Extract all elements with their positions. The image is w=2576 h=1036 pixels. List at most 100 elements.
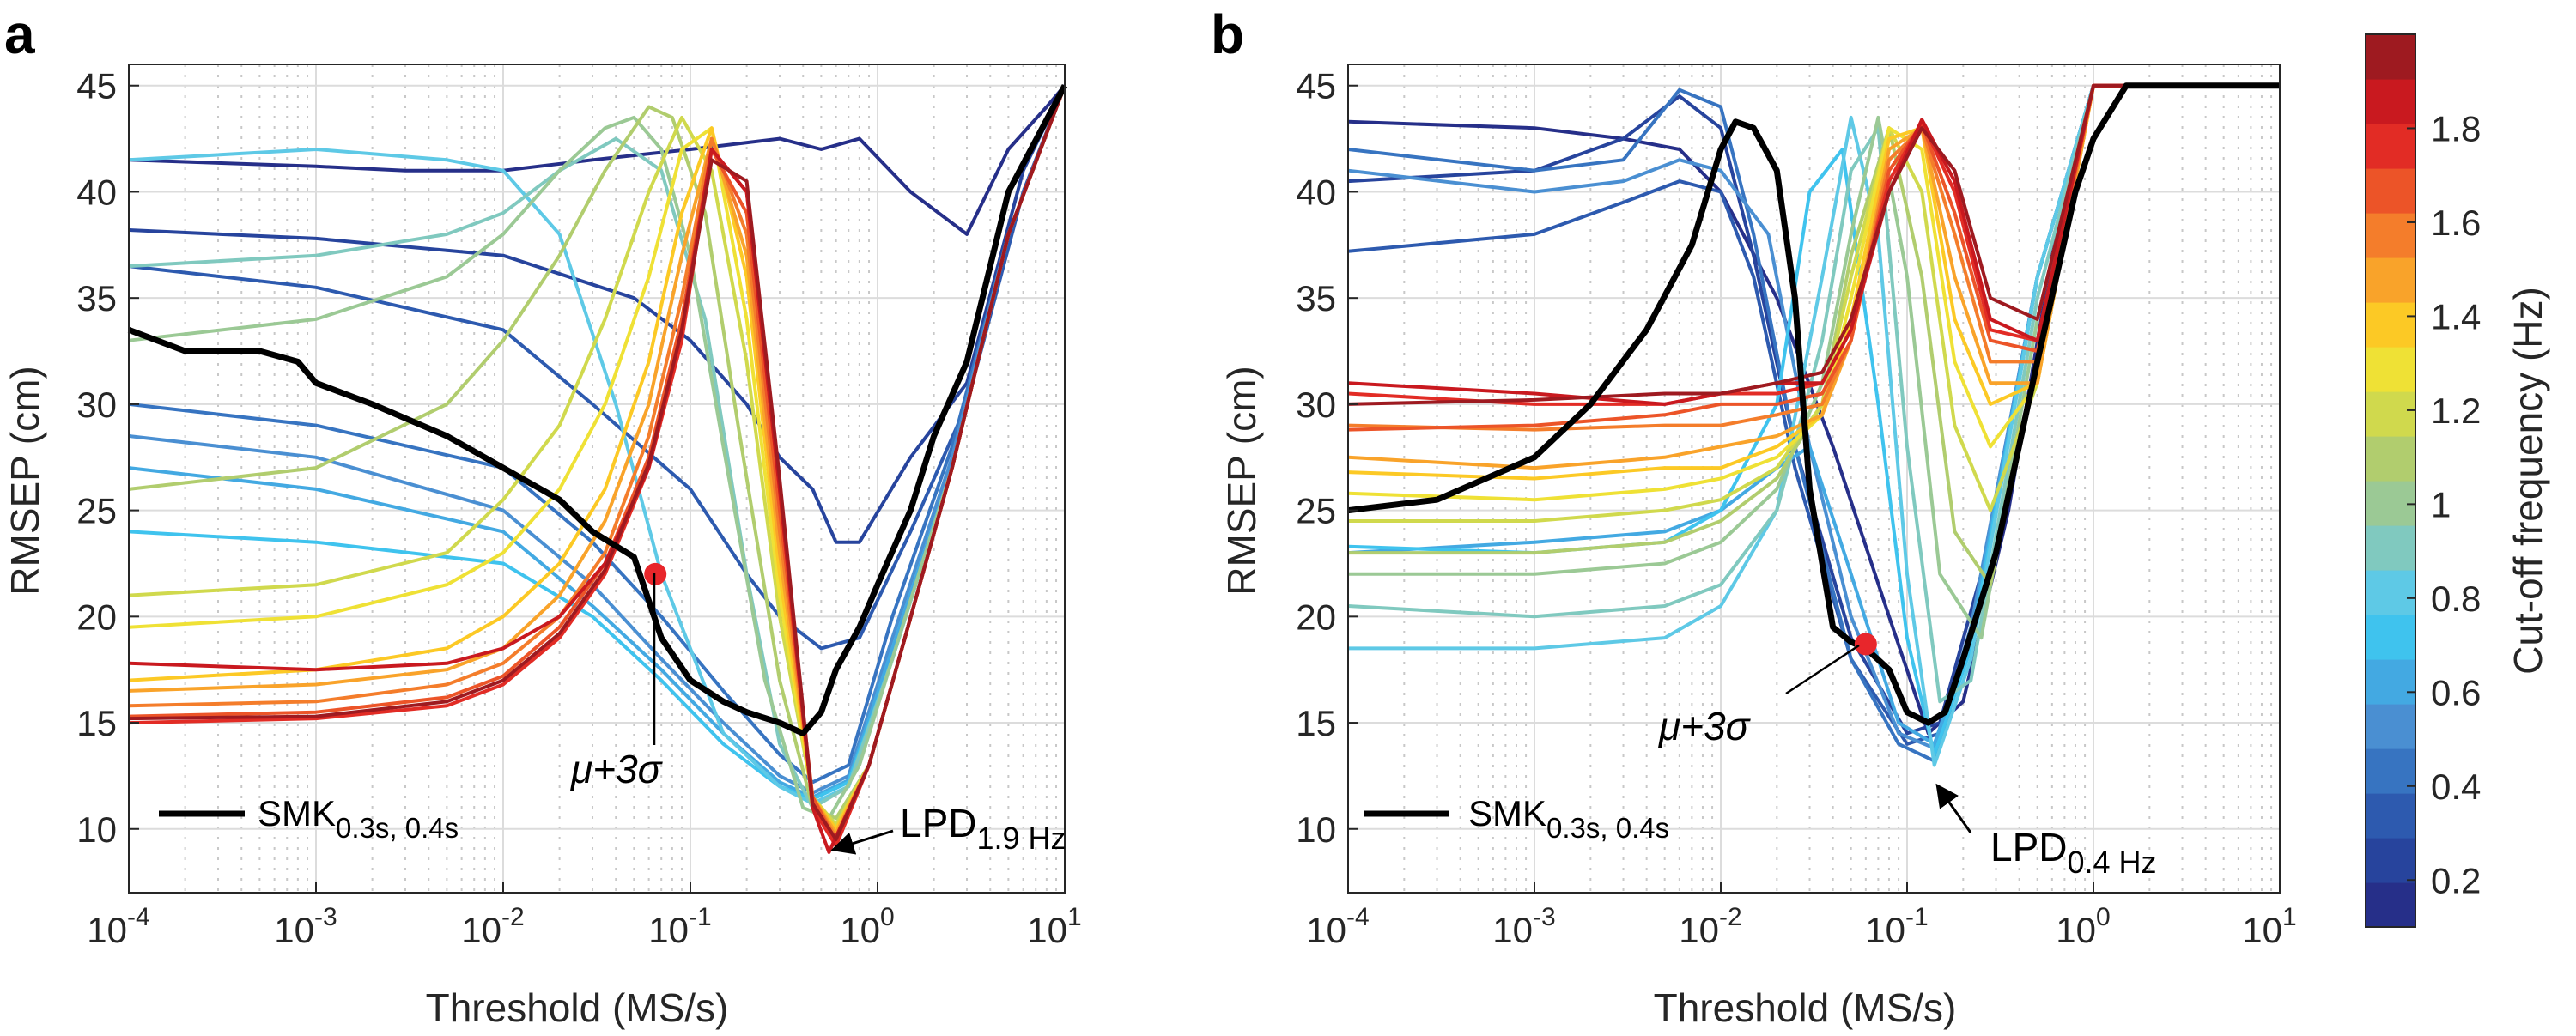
series-line	[1347, 83, 2280, 406]
colorbar-swatch	[2366, 213, 2415, 258]
x-tick-base: 10	[1027, 910, 1067, 950]
x-tick-label: 101	[2242, 903, 2296, 950]
colorbar-swatch	[2366, 525, 2415, 571]
y-tick-label: 15	[76, 703, 117, 743]
colorbar-swatch	[2366, 302, 2415, 348]
x-tick-label: 10-1	[648, 903, 711, 950]
x-tick-base: 10	[2056, 910, 2096, 950]
legend-text-b: SMK	[1468, 793, 1546, 833]
colorbar-ticks: 0.2 0.4 0.6 0.8 1 1.2 1.4 1.6 1.8	[2407, 108, 2481, 900]
x-tick-label: 10-2	[1679, 903, 1741, 950]
y-tick-label: 20	[76, 597, 117, 637]
y-tick-label: 40	[76, 172, 117, 212]
x-tick-label: 10-4	[1306, 903, 1369, 950]
axes-box-b	[1347, 64, 2281, 894]
colorbar-tick-label: 0.2	[2431, 860, 2481, 900]
x-tick-exponent: -4	[127, 903, 150, 931]
series-line	[1347, 83, 2280, 470]
legend-a: SMK0.3s, 0.4s	[159, 793, 459, 844]
curves-b	[1347, 82, 2280, 767]
series-line	[1347, 83, 2280, 736]
colorbar-swatch	[2366, 168, 2415, 214]
colorbar-swatch	[2366, 615, 2415, 660]
x-tick-base: 10	[1679, 910, 1719, 950]
x-tick-exponent: 0	[2096, 903, 2111, 931]
x-tick-label: 10-4	[87, 903, 149, 950]
y-tick-label: 45	[1296, 66, 1336, 106]
colorbar-tick-label: 1.2	[2431, 391, 2481, 431]
panel-label-a: a	[4, 3, 35, 65]
series-line	[1347, 83, 2280, 406]
x-tick-exponent: 1	[2282, 903, 2297, 931]
series-line	[128, 84, 1066, 809]
series-line	[128, 84, 1066, 544]
y-tick-label: 25	[76, 491, 117, 531]
legend-text-a: SMK	[258, 793, 336, 833]
x-tick-base: 10	[87, 910, 127, 950]
colorbar-swatch	[2366, 793, 2415, 839]
x-tick-exponent: -2	[501, 903, 525, 931]
series-line	[1347, 83, 2280, 432]
legend-entry-b: SMK0.3s, 0.4s	[1468, 793, 1669, 844]
x-tick-label: 10-1	[1865, 903, 1928, 950]
panel-a: a 10-4 10-3 10-2 10-1 100 1011015202530354045…	[3, 3, 1082, 1030]
legend-sub-a: 0.3s, 0.4s	[336, 812, 459, 844]
y-tick-label: 35	[76, 278, 117, 318]
x-tick-base: 10	[1492, 910, 1533, 950]
colorbar-swatch	[2366, 79, 2415, 124]
x-tick-label: 100	[2056, 903, 2110, 950]
y-tick-label: 40	[1296, 172, 1336, 212]
colorbar-tick-label: 1.4	[2431, 296, 2481, 336]
lpd-annotation-a: LPD1.9 Hz	[830, 801, 1066, 856]
y-axis-label-a: RMSEP (cm)	[3, 366, 47, 596]
x-tick-base: 10	[648, 910, 689, 950]
x-tick-base: 10	[1865, 910, 1905, 950]
lpd-annotation-b: LPD0.4 Hz	[1935, 783, 2157, 880]
series-line	[128, 84, 1066, 842]
y-tick-label: 30	[76, 385, 117, 425]
lpd-sub-a: 1.9 Hz	[976, 821, 1066, 856]
colorbar-swatch	[2366, 257, 2415, 303]
x-tick-exponent: -1	[1905, 903, 1929, 931]
mu-annotation-b: μ+3σ	[1658, 644, 1860, 748]
lpd-label-b: LPD0.4 Hz	[1990, 825, 2157, 880]
x-tick-exponent: 1	[1067, 903, 1082, 931]
panel-b: b 10-4 10-3 10-2 10-1 100 1011015202530354045…	[1211, 3, 2297, 1030]
legend-sub-b: 0.3s, 0.4s	[1546, 812, 1669, 844]
colorbar-tick-label: 1.6	[2431, 203, 2481, 243]
threshold-point	[1854, 633, 1877, 656]
x-tick-label: 10-3	[274, 903, 337, 950]
series-line	[128, 84, 1066, 236]
series-line	[1348, 83, 2280, 640]
y-axis-label-b: RMSEP (cm)	[1219, 366, 1264, 596]
series-line	[128, 84, 1066, 785]
lpd-text-a: LPD	[900, 801, 976, 845]
axes-box-a	[128, 64, 1066, 894]
legend-entry-a: SMK0.3s, 0.4s	[258, 793, 459, 844]
lpd-label-a: LPD1.9 Hz	[900, 801, 1066, 856]
x-tick-label: 10-3	[1492, 903, 1555, 950]
colorbar-tick-label: 0.8	[2431, 579, 2481, 619]
colorbar: 0.2 0.4 0.6 0.8 1 1.2 1.4 1.6 1.8 Cut-off freque…	[2365, 33, 2550, 928]
y-tick-label: 30	[1296, 385, 1336, 425]
series-line	[128, 84, 1066, 821]
series-line	[1347, 83, 2280, 432]
series-line	[1347, 83, 2280, 502]
y-tick-label: 35	[1296, 278, 1336, 318]
series-line	[128, 84, 1066, 795]
colorbar-tick-label: 1.8	[2431, 108, 2481, 148]
x-tick-base: 10	[840, 910, 880, 950]
colorbar-tick-label: 0.4	[2431, 766, 2481, 807]
x-tick-exponent: 0	[880, 903, 895, 931]
colorbar-swatch	[2366, 436, 2415, 482]
y-tick-label: 25	[1296, 491, 1336, 531]
colorbar-swatch	[2366, 882, 2415, 928]
smk-series-line	[1347, 82, 2280, 726]
colorbar-swatch	[2366, 124, 2415, 169]
mu-annotation-a: μ+3σ	[570, 573, 664, 791]
x-tick-base: 10	[1306, 910, 1346, 950]
mu-pointer-b	[1785, 644, 1860, 695]
